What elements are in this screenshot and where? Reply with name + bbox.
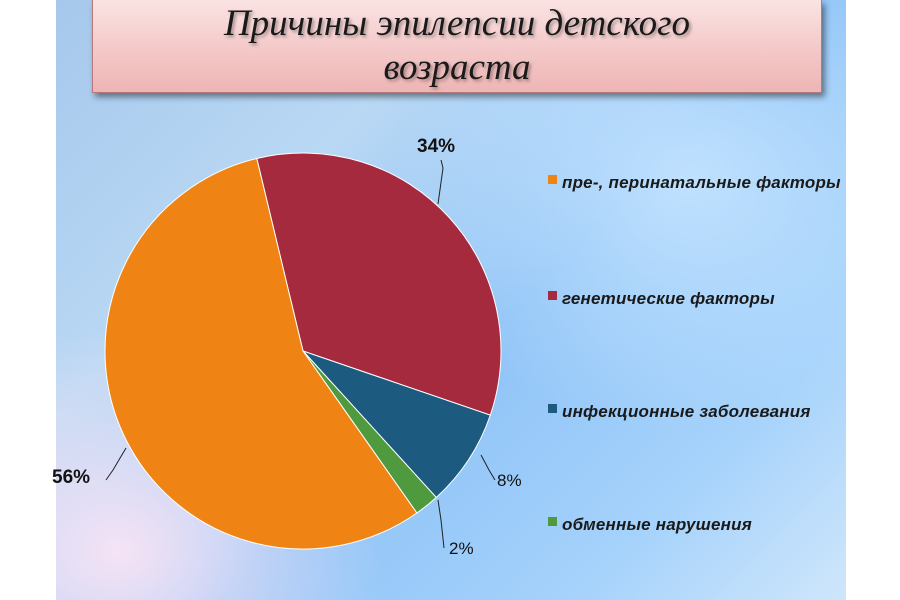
legend-label: генетические факторы (562, 289, 775, 308)
leader-line (437, 159, 444, 205)
legend-label: обменные нарушения (562, 515, 752, 534)
label-8: 8% (497, 471, 522, 490)
legend-swatch (548, 291, 557, 300)
slice-infectious (302, 350, 491, 499)
label-2: 2% (449, 539, 474, 558)
slice-perinatal (104, 157, 418, 550)
leader-line (437, 499, 445, 549)
legend-label: пре-, перинатальные факторы (562, 173, 841, 192)
percent-labels: 34% 8% 2% 56% (52, 136, 522, 558)
pie-slices (104, 152, 502, 550)
legend-label: инфекционные заболевания (562, 402, 811, 421)
leader-lines (105, 159, 496, 549)
label-56: 56% (52, 467, 90, 488)
slice-genetic (256, 152, 502, 416)
legend-swatch (548, 517, 557, 526)
legend-swatch (548, 404, 557, 413)
legend-swatch (548, 175, 557, 184)
label-34: 34% (417, 136, 455, 157)
title-banner: Причины эпилепсии детского возраста (92, 0, 822, 93)
slide-title: Причины эпилепсии детского возраста (223, 3, 691, 88)
leader-line (480, 454, 496, 481)
leader-line (105, 447, 127, 481)
